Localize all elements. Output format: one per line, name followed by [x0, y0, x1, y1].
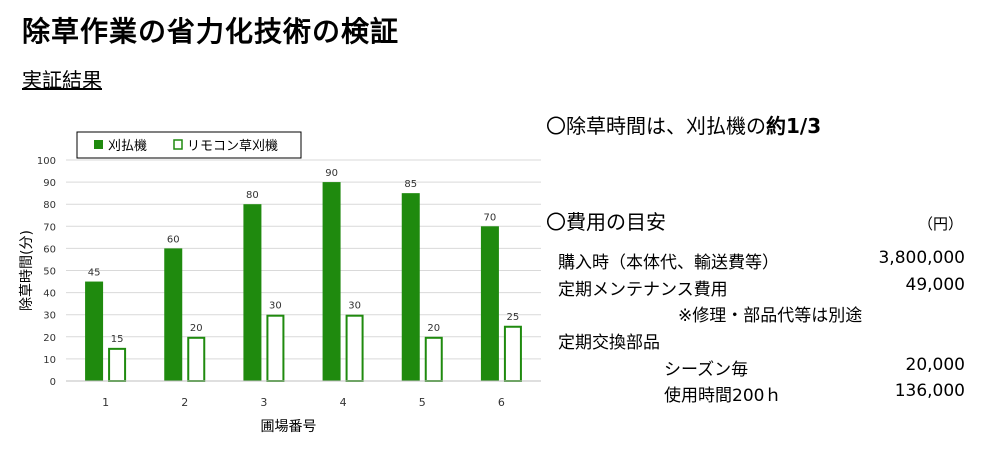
- x-tick-label: 5: [419, 396, 426, 409]
- bar-brushcutter: [85, 281, 104, 381]
- cost-item-amount-season: 20,000: [905, 355, 965, 375]
- y-tick-label: 30: [43, 311, 56, 322]
- bar-remote-mower: [108, 347, 127, 383]
- cost-item-amount-purchase: 3,800,000: [878, 248, 965, 268]
- cost-item-label-hours: 使用時間200ｈ: [664, 386, 782, 406]
- y-tick-label: 0: [50, 377, 56, 388]
- x-tick-label: 6: [498, 396, 505, 409]
- y-axis-title: 除草時間(分): [19, 230, 35, 311]
- data-label: 15: [111, 334, 124, 345]
- x-tick-label: 3: [260, 396, 267, 409]
- data-label: 30: [269, 301, 282, 312]
- data-label: 60: [167, 234, 180, 245]
- data-label: 20: [427, 323, 440, 334]
- cost-item-amount-hours: 136,000: [894, 381, 965, 401]
- bar-brushcutter: [401, 193, 420, 381]
- bar-remote-mower: [503, 325, 522, 382]
- cost-item-label-season: シーズン毎: [664, 360, 749, 380]
- legend-swatch-remote-mower: [173, 139, 183, 150]
- x-tick-label: 1: [102, 396, 109, 409]
- cost-item-label-maintenance: 定期メンテナンス費用: [558, 280, 728, 300]
- y-tick-label: 40: [43, 289, 56, 300]
- bar-brushcutter: [322, 182, 341, 381]
- bar-chart: 0102030405060708090100451516020280303903…: [19, 131, 541, 435]
- y-tick-label: 60: [43, 244, 56, 255]
- data-label: 85: [404, 179, 417, 190]
- time-result-text: 〇除草時間は、刈払機の: [546, 114, 766, 138]
- bar-remote-mower: [345, 314, 364, 382]
- y-tick-label: 20: [43, 333, 56, 344]
- data-label: 80: [246, 190, 259, 201]
- x-tick-label: 4: [340, 396, 347, 409]
- cost-item-label-purchase: 購入時（本体代、輸送費等）: [558, 253, 779, 273]
- bar-remote-mower: [187, 336, 206, 383]
- time-result: 〇除草時間は、刈払機の約1/3: [546, 110, 821, 139]
- data-label: 70: [484, 212, 497, 223]
- bar-remote-mower: [424, 336, 443, 383]
- legend-swatch-brushcutter: [94, 140, 103, 149]
- data-label: 25: [507, 312, 520, 323]
- legend-label-brushcutter: 刈払機: [108, 139, 147, 154]
- bar-brushcutter: [480, 226, 499, 381]
- y-tick-label: 10: [43, 355, 56, 366]
- y-tick-label: 70: [43, 222, 56, 233]
- cost-item-label-parts: 定期交換部品: [558, 333, 660, 353]
- page-title: 除草作業の省力化技術の検証: [22, 15, 400, 48]
- bar-brushcutter: [164, 248, 183, 381]
- data-label: 45: [88, 268, 101, 279]
- data-label: 90: [325, 168, 338, 179]
- cost-heading: 〇費用の目安: [546, 210, 666, 234]
- y-tick-label: 90: [43, 178, 56, 189]
- bar-remote-mower: [266, 314, 285, 382]
- time-result-emphasis: 約1/3: [766, 114, 822, 138]
- legend-label-remote-mower: リモコン草刈機: [187, 139, 278, 154]
- cost-item-amount-maintenance: 49,000: [905, 275, 965, 295]
- y-tick-label: 50: [43, 267, 56, 278]
- bar-brushcutter: [243, 204, 262, 381]
- y-tick-label: 100: [37, 156, 56, 167]
- data-label: 30: [348, 301, 361, 312]
- legend-box: [76, 131, 302, 159]
- x-tick-label: 2: [181, 396, 188, 409]
- cost-item-note: ※修理・部品代等は別途: [678, 306, 863, 326]
- x-axis-title: 圃場番号: [261, 419, 317, 435]
- data-label: 20: [190, 323, 203, 334]
- y-tick-label: 80: [43, 200, 56, 211]
- section-subtitle: 実証結果: [22, 68, 102, 92]
- cost-unit: （円）: [918, 215, 964, 233]
